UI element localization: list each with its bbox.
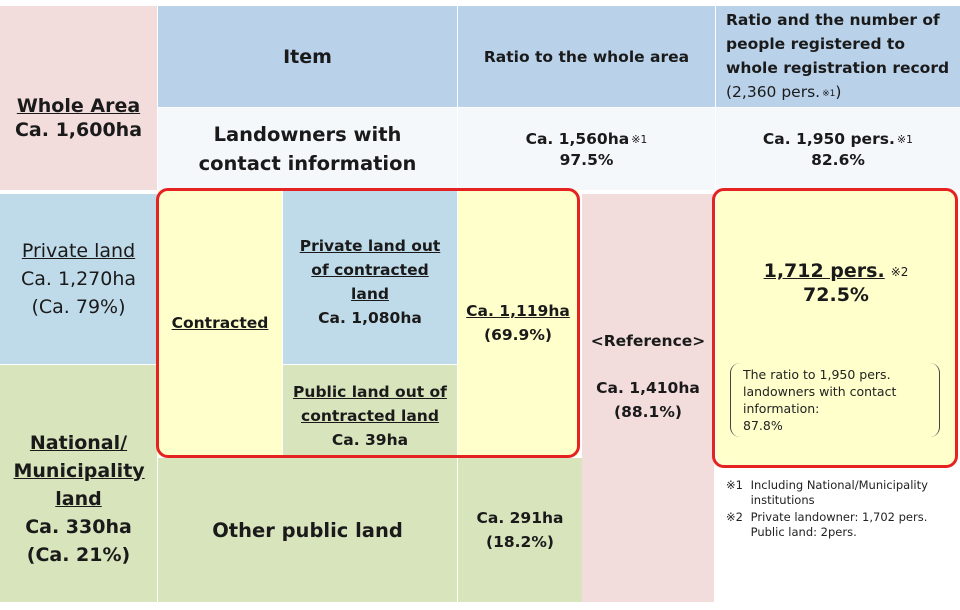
whole-area-value: Ca. 1,600ha	[14, 119, 143, 141]
reference-label: <Reference>	[590, 332, 706, 350]
public-out-value: Ca. 39ha	[331, 430, 409, 449]
contracted-label: Contracted	[171, 314, 269, 332]
landowners-people: Ca. 1,950 pers. ※1	[763, 130, 913, 148]
header-ratio-people-close: )	[835, 82, 842, 101]
contracted-total-cell: Ca. 1,119ha (69.9%)	[458, 190, 578, 456]
landowners-label-cell: Landowners with contact information	[158, 108, 457, 190]
header-ratio-people-mark: ※1	[822, 88, 836, 99]
other-public-label: Other public land	[212, 518, 403, 542]
other-public-pct: (18.2%)	[486, 533, 554, 551]
reference-cell: <Reference> Ca. 1,410ha (88.1%)	[582, 194, 714, 602]
note-2-body: Private landowner: 1,702 pers. Public la…	[751, 510, 941, 540]
private-land-label: Private land	[21, 240, 136, 262]
landowners-area-pct: 97.5%	[559, 150, 614, 169]
national-land-pct: (Ca. 21%)	[26, 543, 131, 566]
people-box-note: ※2	[890, 265, 909, 279]
header-item-text: Item	[283, 45, 332, 68]
note-2-mark: ※2	[726, 510, 743, 524]
contracted-cell: Contracted	[158, 190, 282, 456]
contracted-total: Ca. 1,119ha	[466, 302, 570, 320]
landowners-people-cell: Ca. 1,950 pers. ※1 82.6%	[716, 108, 960, 190]
private-land-cell: Private land Ca. 1,270ha (Ca. 79%)	[0, 194, 157, 364]
landowners-people-note: ※1	[896, 132, 914, 146]
landowners-people-pct: 82.6%	[811, 150, 865, 169]
people-box-cell: 1,712 pers. ※2 72.5%	[716, 190, 956, 466]
national-land-label: National/ Municipality land	[13, 431, 145, 510]
note-2-text: Private landowner: 1,702 pers.	[750, 510, 928, 524]
ratio-text: The ratio to 1,950 pers. landowners with…	[743, 367, 897, 416]
private-land-pct: (Ca. 79%)	[31, 296, 126, 318]
header-ratio-whole: Ratio to the whole area	[458, 6, 715, 107]
note-1: ※1 Including National/Municipality insti…	[726, 478, 952, 508]
header-ratio-people-text: Ratio and the number of people registere…	[726, 8, 960, 106]
note-1-text: Including National/Municipality institut…	[750, 478, 928, 507]
header-item: Item	[158, 6, 457, 107]
landowners-area-cell: Ca. 1,560ha ※1 97.5%	[458, 108, 715, 190]
private-land-value: Ca. 1,270ha	[20, 268, 137, 290]
public-out-cell: Public land out of contracted land Ca. 3…	[283, 365, 457, 456]
landowners-label: Landowners with contact information	[198, 123, 417, 175]
note-2-text2: Public land: 2pers.	[750, 525, 857, 539]
people-box-value-line: 1,712 pers. ※2	[764, 260, 909, 282]
landowners-people-value: Ca. 1,950 pers.	[762, 129, 895, 148]
people-box-pct: 72.5%	[803, 284, 869, 306]
reference-value: Ca. 1,410ha	[596, 379, 700, 397]
note-2: ※2 Private landowner: 1,702 pers. Public…	[726, 510, 952, 540]
ratio-bracket	[730, 363, 940, 437]
public-out-label: Public land out of contracted land	[293, 382, 447, 425]
landowners-area-value: Ca. 1,560ha	[525, 129, 630, 148]
note-1-mark: ※1	[726, 478, 743, 492]
other-public-cell: Other public land	[158, 458, 457, 602]
ratio-bracket-text: The ratio to 1,950 pers. landowners with…	[743, 366, 933, 434]
people-box-value: 1,712 pers.	[763, 260, 885, 282]
other-public-area-cell: Ca. 291ha (18.2%)	[458, 458, 582, 602]
contracted-total-pct: (69.9%)	[484, 326, 552, 344]
other-public-value: Ca. 291ha	[476, 509, 564, 527]
whole-area-cell: Whole Area Ca. 1,600ha	[0, 6, 157, 190]
landowners-area-note: ※1	[631, 132, 648, 146]
private-out-value: Ca. 1,080ha	[318, 309, 422, 327]
whole-area-label: Whole Area	[16, 95, 141, 117]
private-out-cell: Private land out of contracted land Ca. …	[283, 190, 457, 364]
private-out-label: Private land out of contracted land	[299, 237, 441, 303]
landowners-area: Ca. 1,560ha ※1	[526, 130, 648, 148]
header-ratio-people-tail: (2,360 pers.	[726, 82, 821, 101]
reference-pct: (88.1%)	[614, 403, 682, 421]
national-land-value: Ca. 330ha	[25, 515, 132, 538]
header-ratio-whole-text: Ratio to the whole area	[483, 47, 690, 66]
ratio-value: 87.8%	[743, 418, 783, 433]
header-ratio-people: Ratio and the number of people registere…	[716, 6, 960, 107]
header-ratio-people-bold: Ratio and the number of people registere…	[726, 10, 950, 77]
national-land-cell: National/ Municipality land Ca. 330ha (C…	[0, 365, 157, 602]
